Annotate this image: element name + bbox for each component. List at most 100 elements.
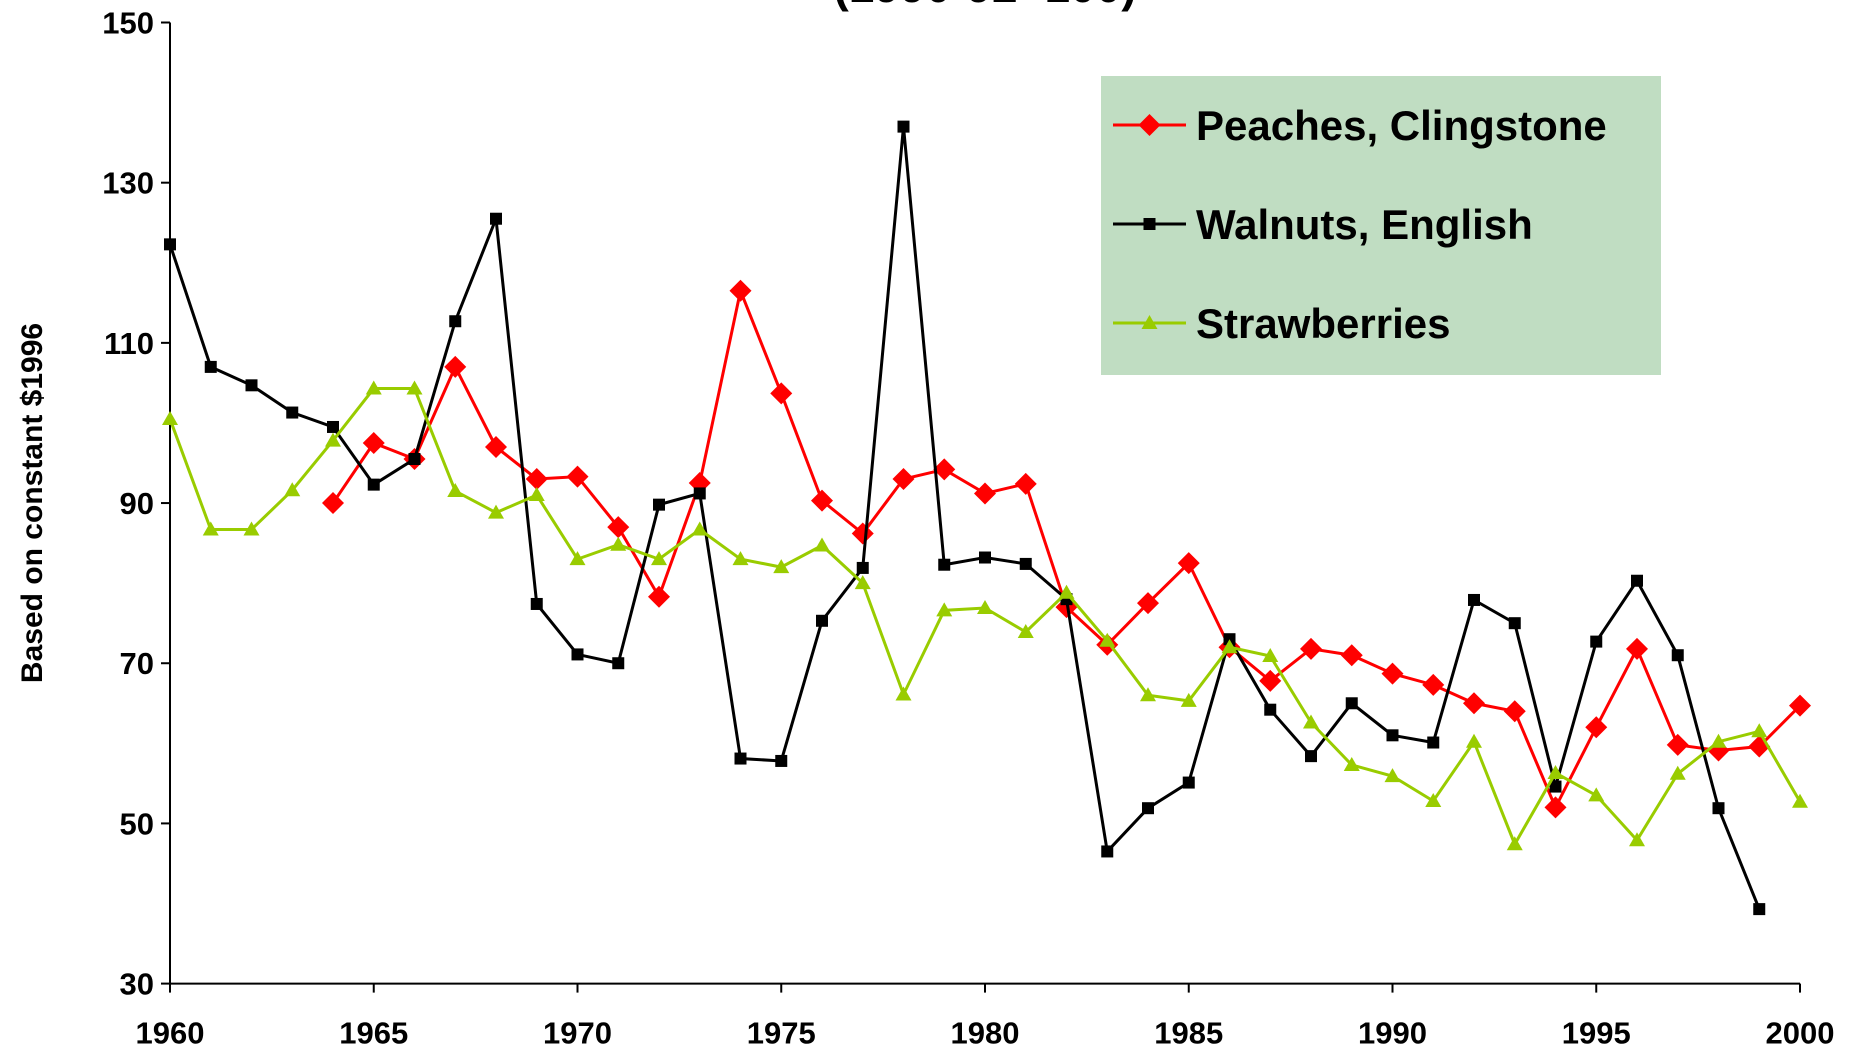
legend-label: Walnuts, English [1196, 201, 1533, 248]
data-point [851, 522, 874, 545]
x-tick-label: 2000 [1766, 1016, 1835, 1051]
data-point [1017, 623, 1034, 638]
data-point [734, 752, 747, 765]
data-point [1751, 723, 1768, 738]
data-point [1666, 733, 1689, 756]
data-point [286, 406, 299, 419]
data-point [525, 468, 548, 491]
x-tick-label: 1985 [1154, 1016, 1223, 1051]
data-point [1671, 649, 1684, 662]
data-point [607, 516, 630, 539]
y-tick-label: 90 [120, 486, 154, 521]
data-point [1180, 692, 1197, 707]
series-line [168, 126, 1761, 910]
data-point [447, 483, 464, 498]
y-tick-label: 50 [120, 806, 154, 841]
chart-title: (1990-92=100) [833, 0, 1136, 12]
x-tick-label: 1960 [136, 1016, 205, 1051]
legend-marker [1138, 114, 1161, 136]
data-point [322, 492, 344, 515]
data-point [490, 212, 502, 225]
data-point [1386, 729, 1399, 742]
data-point [1340, 644, 1363, 667]
data-point [775, 754, 788, 767]
x-tick-label: 1970 [543, 1016, 612, 1051]
data-point [648, 585, 670, 608]
x-tick-label: 1990 [1358, 1016, 1427, 1051]
data-point [1099, 632, 1116, 647]
legend-marker [1141, 315, 1158, 329]
data-point [365, 380, 382, 395]
data-point [816, 614, 828, 627]
data-point [1590, 635, 1603, 648]
data-point [1544, 796, 1567, 819]
data-point [1468, 593, 1480, 606]
data-point [1585, 716, 1608, 739]
data-point [406, 380, 423, 395]
data-point [1792, 793, 1808, 808]
data-point [1300, 637, 1322, 660]
data-point [1549, 780, 1562, 793]
data-point [1058, 584, 1075, 599]
data-point [569, 551, 586, 566]
data-point [1425, 792, 1442, 807]
data-point [162, 410, 178, 425]
data-point [449, 315, 462, 328]
data-point [814, 537, 830, 552]
y-tick-label: 130 [102, 166, 154, 201]
data-point [1506, 836, 1523, 851]
data-point [1508, 617, 1521, 630]
y-tick-label: 70 [120, 646, 154, 681]
data-point [362, 431, 385, 454]
data-point [488, 504, 504, 519]
data-point [1710, 733, 1727, 748]
data-point [1789, 694, 1811, 717]
data-point [897, 120, 910, 133]
data-point [610, 536, 627, 551]
data-point [530, 597, 543, 610]
data-point [854, 575, 871, 590]
data-point [1588, 787, 1605, 802]
data-point [325, 432, 341, 447]
data-point [977, 599, 993, 614]
data-point [732, 551, 749, 566]
data-point [367, 478, 380, 491]
data-point [1177, 552, 1200, 575]
x-tick-label: 1980 [951, 1016, 1020, 1051]
legend-label: Strawberries [1196, 300, 1450, 347]
legend-marker [1143, 218, 1156, 230]
data-point [164, 238, 176, 251]
data-point [773, 559, 790, 574]
data-point [1381, 662, 1404, 685]
data-point [528, 487, 545, 502]
data-point [566, 465, 589, 488]
data-point [693, 487, 706, 500]
data-point [974, 482, 996, 505]
legend-box [1101, 76, 1661, 375]
data-point [1140, 687, 1156, 702]
data-point [1631, 574, 1643, 587]
data-point [327, 420, 339, 433]
data-point [1303, 714, 1319, 729]
data-point [653, 498, 665, 511]
data-point [1626, 637, 1648, 660]
x-tick-label: 1975 [747, 1016, 816, 1051]
data-point [856, 561, 869, 574]
data-point [1262, 648, 1279, 663]
data-point [1343, 756, 1360, 771]
data-point [202, 521, 219, 536]
data-point [1019, 557, 1032, 570]
data-point [1427, 736, 1440, 749]
data-point [408, 452, 421, 465]
data-point [1466, 733, 1482, 748]
data-point [770, 382, 793, 405]
data-point [243, 521, 260, 536]
data-point [1422, 673, 1445, 696]
data-point [1014, 472, 1037, 495]
data-point [892, 468, 915, 491]
data-point [204, 360, 217, 373]
data-point [691, 521, 708, 536]
data-point [729, 279, 752, 302]
